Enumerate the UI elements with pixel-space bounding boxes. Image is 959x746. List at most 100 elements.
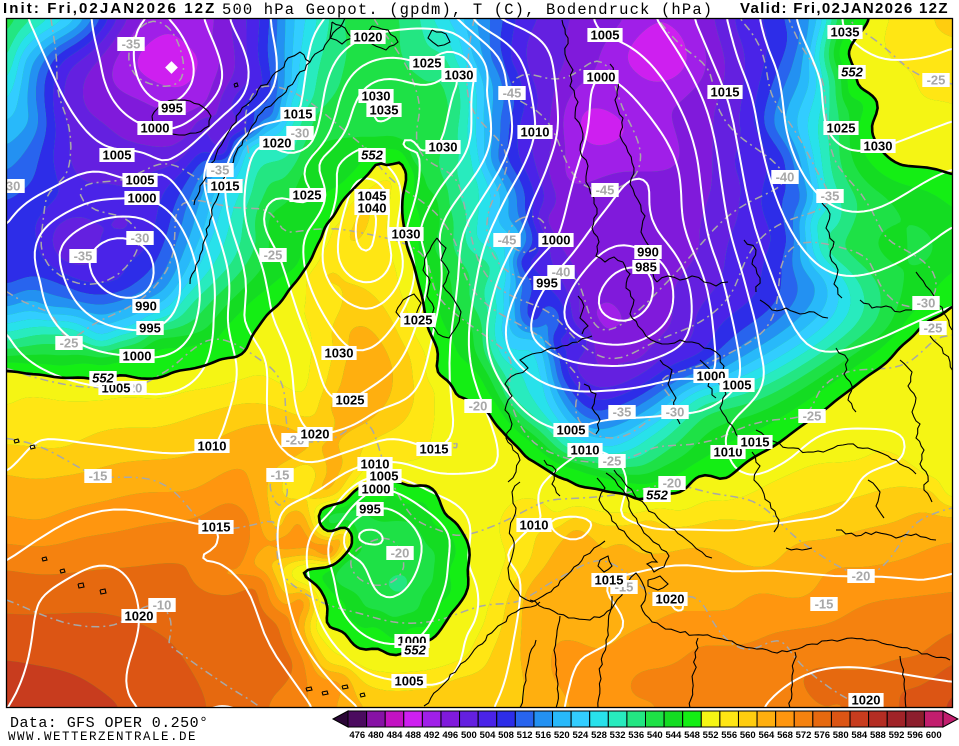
svg-text:1005: 1005	[723, 378, 752, 393]
svg-text:1010: 1010	[571, 443, 600, 458]
svg-text:1035: 1035	[831, 25, 860, 40]
svg-text:552: 552	[361, 148, 383, 163]
svg-text:1030: 1030	[392, 227, 421, 242]
svg-text:512: 512	[517, 730, 533, 741]
svg-text:Init: Fri,02JAN2026 12Z: Init: Fri,02JAN2026 12Z	[3, 0, 216, 17]
svg-text:488: 488	[405, 730, 421, 741]
svg-text:1020: 1020	[263, 136, 292, 151]
svg-text:552: 552	[841, 65, 863, 80]
svg-text:-25: -25	[60, 336, 79, 351]
svg-text:556: 556	[721, 730, 737, 741]
svg-text:584: 584	[851, 730, 868, 741]
svg-text:Valid: Fri,02JAN2026 12Z: Valid: Fri,02JAN2026 12Z	[740, 0, 949, 17]
svg-text:1005: 1005	[395, 674, 424, 689]
svg-text:552: 552	[646, 488, 668, 503]
svg-text:-45: -45	[503, 86, 522, 101]
svg-text:528: 528	[591, 730, 607, 741]
svg-text:-20: -20	[469, 399, 488, 414]
svg-text:1020: 1020	[354, 30, 383, 45]
svg-text:990: 990	[637, 245, 659, 260]
svg-text:1015: 1015	[420, 442, 449, 457]
svg-text:1005: 1005	[370, 469, 399, 484]
svg-text:572: 572	[796, 730, 812, 741]
svg-text:-15: -15	[815, 597, 834, 612]
svg-text:552: 552	[703, 730, 719, 741]
svg-text:516: 516	[535, 730, 551, 741]
svg-text:552: 552	[404, 643, 426, 658]
svg-text:492: 492	[424, 730, 440, 741]
svg-text:1005: 1005	[103, 148, 132, 163]
svg-text:Data: GFS OPER 0.250°: Data: GFS OPER 0.250°	[10, 715, 208, 732]
svg-text:1045: 1045	[358, 189, 387, 204]
svg-text:496: 496	[442, 730, 458, 741]
svg-text:-35: -35	[613, 405, 632, 420]
svg-text:1005: 1005	[126, 173, 155, 188]
svg-text:1015: 1015	[595, 573, 624, 588]
svg-text:580: 580	[833, 730, 849, 741]
svg-text:1020: 1020	[852, 693, 881, 708]
svg-text:-25: -25	[927, 73, 946, 88]
svg-text:1005: 1005	[557, 423, 586, 438]
svg-text:1010: 1010	[520, 518, 549, 533]
svg-text:1025: 1025	[413, 56, 442, 71]
svg-text:-45: -45	[498, 233, 517, 248]
svg-text:1020: 1020	[656, 592, 685, 607]
svg-text:1000: 1000	[697, 369, 726, 384]
svg-text:1015: 1015	[711, 85, 740, 100]
svg-text:985: 985	[635, 260, 657, 275]
svg-text:-25: -25	[264, 248, 283, 263]
svg-text:990: 990	[135, 299, 157, 314]
svg-text:524: 524	[572, 730, 589, 741]
svg-text:1000: 1000	[141, 121, 170, 136]
svg-text:-40: -40	[552, 265, 571, 280]
svg-text:592: 592	[889, 730, 905, 741]
svg-text:1030: 1030	[445, 68, 474, 83]
svg-text:504: 504	[480, 730, 497, 741]
svg-text:-30: -30	[131, 231, 150, 246]
svg-text:1025: 1025	[293, 188, 322, 203]
svg-text:-40: -40	[776, 170, 795, 185]
svg-text:-20: -20	[391, 546, 410, 561]
svg-text:476: 476	[349, 730, 365, 741]
svg-text:-25: -25	[803, 409, 822, 424]
svg-text:1000: 1000	[128, 191, 157, 206]
svg-text:484: 484	[387, 730, 404, 741]
svg-text:-15: -15	[89, 469, 108, 484]
svg-text:568: 568	[777, 730, 793, 741]
svg-text:1035: 1035	[370, 103, 399, 118]
svg-text:480: 480	[368, 730, 384, 741]
svg-text:-20: -20	[852, 569, 871, 584]
svg-text:WWW.WETTERZENTRALE.DE: WWW.WETTERZENTRALE.DE	[8, 730, 197, 741]
svg-text:995: 995	[139, 321, 161, 336]
svg-text:588: 588	[870, 730, 886, 741]
svg-text:-35: -35	[74, 249, 93, 264]
svg-text:536: 536	[628, 730, 644, 741]
svg-text:600: 600	[926, 730, 942, 741]
svg-text:-30: -30	[291, 126, 310, 141]
svg-text:1005: 1005	[591, 28, 620, 43]
svg-text:-45: -45	[596, 183, 615, 198]
svg-text:1015: 1015	[284, 107, 313, 122]
svg-text:-20: -20	[663, 476, 682, 491]
svg-text:-10: -10	[153, 598, 172, 613]
svg-text:552: 552	[92, 371, 114, 386]
svg-text:1000: 1000	[542, 233, 571, 248]
svg-text:995: 995	[536, 276, 558, 291]
svg-text:-25: -25	[603, 454, 622, 469]
svg-text:1030: 1030	[325, 346, 354, 361]
svg-text:544: 544	[665, 730, 682, 741]
svg-text:-25: -25	[924, 321, 943, 336]
svg-text:1010: 1010	[361, 457, 390, 472]
svg-text:1000: 1000	[123, 349, 152, 364]
svg-text:-15: -15	[271, 468, 290, 483]
svg-text:-35: -35	[122, 37, 141, 52]
svg-text:532: 532	[610, 730, 626, 741]
svg-text:1020: 1020	[301, 427, 330, 442]
svg-text:508: 508	[498, 730, 514, 741]
svg-text:500: 500	[461, 730, 477, 741]
svg-text:560: 560	[740, 730, 756, 741]
svg-text:1025: 1025	[404, 313, 433, 328]
svg-text:1020: 1020	[125, 609, 154, 624]
svg-text:1000: 1000	[362, 482, 391, 497]
svg-text:1030: 1030	[864, 139, 893, 154]
